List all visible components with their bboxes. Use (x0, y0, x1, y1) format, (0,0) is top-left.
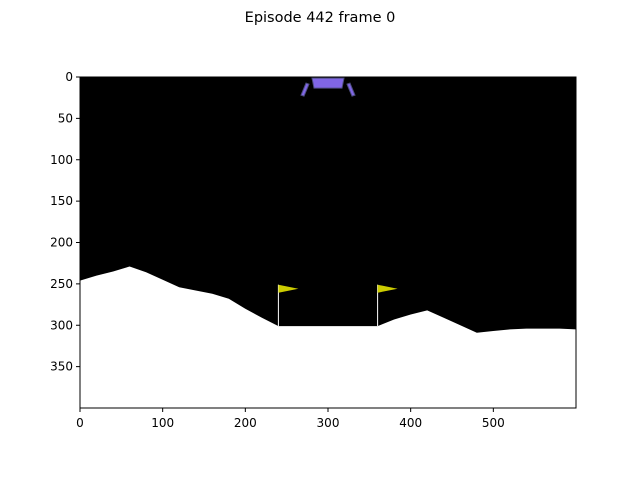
flag-banner (278, 284, 299, 293)
lunar-lander (300, 77, 356, 97)
y-axis-ticks: 0 50 100 150 200 250 300 350 (50, 70, 80, 374)
flag-banner (377, 284, 398, 293)
x-tick-label: 400 (399, 416, 422, 430)
lander-body (311, 77, 345, 89)
y-tick-label: 50 (58, 111, 73, 125)
landing-flag-1 (277, 284, 299, 327)
y-tick-label: 200 (50, 236, 73, 250)
lander-right-leg (346, 82, 356, 97)
game-frame-axes (79, 76, 577, 409)
y-tick-label: 0 (65, 70, 73, 84)
x-tick-label: 0 (76, 416, 84, 430)
y-tick-label: 350 (50, 360, 73, 374)
x-axis-ticks: 0 100 200 300 400 500 (76, 408, 505, 430)
y-tick-label: 150 (50, 194, 73, 208)
x-tick-label: 100 (151, 416, 174, 430)
x-tick-label: 200 (234, 416, 257, 430)
y-tick-label: 300 (50, 318, 73, 332)
figure-title: Episode 442 frame 0 (245, 10, 396, 26)
landing-flags (277, 284, 398, 327)
moon-terrain (80, 266, 576, 408)
x-tick-label: 500 (482, 416, 505, 430)
y-tick-label: 100 (50, 153, 73, 167)
x-tick-label: 300 (317, 416, 340, 430)
y-tick-label: 250 (50, 277, 73, 291)
lander-left-leg (300, 82, 310, 97)
landing-flag-2 (377, 284, 398, 327)
